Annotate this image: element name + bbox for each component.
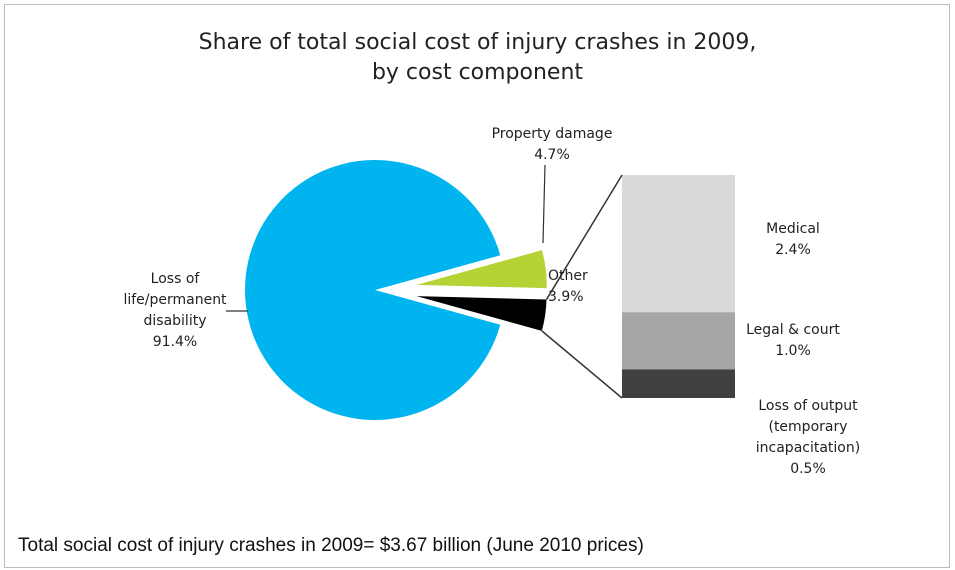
pie-slice-property [416,250,547,289]
pie-slice-life [244,160,501,421]
slice-label-life: Loss of life/permanent disability 91.4% [123,271,227,350]
breakdown-bar-legal [622,312,735,370]
breakdown-bar-output [622,369,735,398]
breakdown-bar-medical [622,175,735,313]
slice-label-property: Property damage 4.7% [492,126,613,163]
chart-title-line-2: by cost component [371,60,584,85]
breakdown-label-medical: Medical 2.4% [766,221,820,258]
leader-line-property [542,164,546,244]
chart-title: Share of total social cost of injury cra… [0,28,955,88]
breakdown-label-legal: Legal & court 1.0% [746,322,840,359]
chart-title-line-1: Share of total social cost of injury cra… [198,30,757,55]
breakdown-label-output: Loss of output (temporary incapacitation) 0… [756,398,860,477]
footnote: Total social cost of injury crashes in 2… [18,535,644,556]
pie-slice-other [416,296,547,331]
connector-line-bottom [541,330,623,399]
slice-label-other: Other 3.9% [548,268,588,305]
connector-line-top [545,174,623,300]
